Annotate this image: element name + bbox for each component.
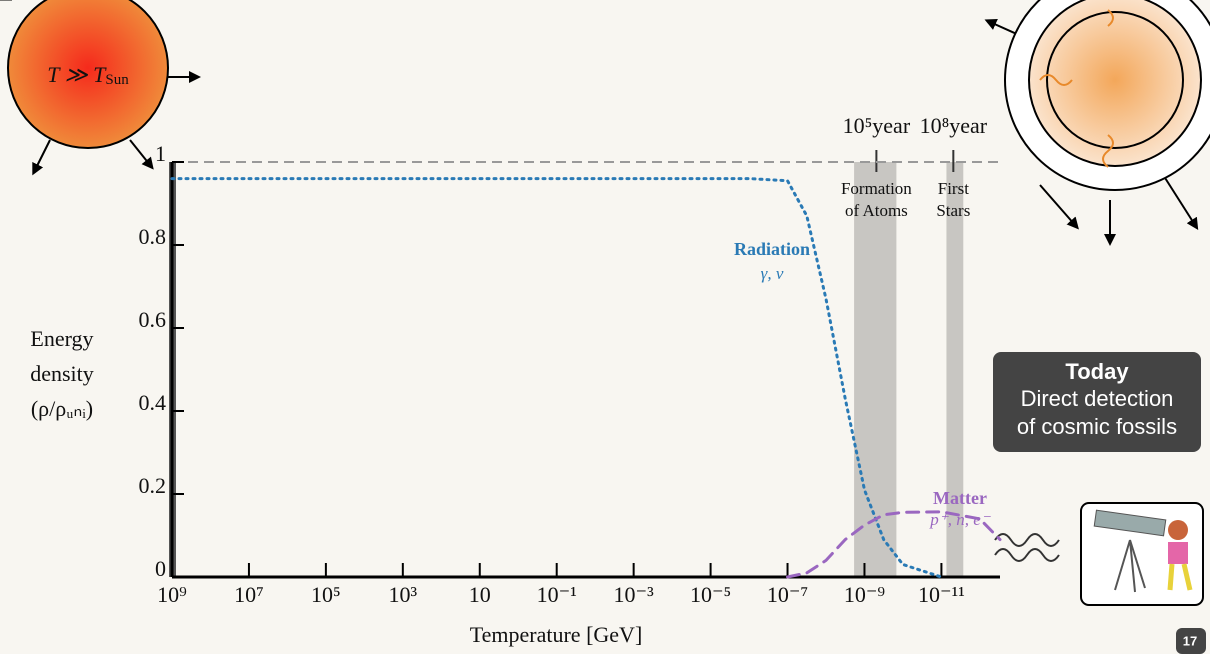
series-name: Radiation xyxy=(734,239,810,259)
x-axis-label: Temperature [GeV] xyxy=(470,622,643,647)
y-axis-label: (ρ/ρᵤₙᵢ) xyxy=(31,396,93,421)
era-time: 10⁸year xyxy=(920,113,988,138)
x-tick-label: 10⁻¹¹ xyxy=(918,582,965,607)
series-sublabel: p⁺, n, e⁻ xyxy=(929,510,992,529)
y-tick-label: 0 xyxy=(155,556,166,581)
era-time: 10⁵year xyxy=(843,113,911,138)
x-tick-label: 10⁻⁵ xyxy=(690,582,731,607)
today-line: Direct detection xyxy=(1021,386,1174,411)
today-line: of cosmic fossils xyxy=(1017,414,1177,439)
y-axis-label: density xyxy=(30,361,94,386)
x-tick-label: 10⁻⁹ xyxy=(844,582,886,607)
today-title: Today xyxy=(1065,359,1129,384)
y-tick-label: 0.4 xyxy=(139,390,167,415)
series-name: Matter xyxy=(933,488,987,508)
era-label: of Atoms xyxy=(845,201,908,220)
era-label: Formation xyxy=(841,179,912,198)
x-tick-label: 10⁻⁷ xyxy=(767,582,808,607)
x-tick-label: 10⁵ xyxy=(311,582,341,607)
y-tick-label: 1 xyxy=(155,141,166,166)
x-tick-label: 10 xyxy=(469,582,491,607)
era-band xyxy=(854,162,897,577)
x-tick-label: 10⁻¹ xyxy=(537,582,577,607)
y-tick-label: 0.2 xyxy=(139,473,167,498)
sun-label: T ≫ TSun xyxy=(47,62,129,88)
series-line xyxy=(170,177,943,579)
era-label: First xyxy=(938,179,969,198)
y-axis-label: Energy xyxy=(30,326,93,351)
x-tick-label: 10⁹ xyxy=(157,582,187,607)
y-tick-label: 0.8 xyxy=(139,224,167,249)
today-box: Today Direct detection of cosmic fossils xyxy=(993,352,1201,452)
x-tick-label: 10⁻³ xyxy=(614,582,655,607)
series-line xyxy=(786,510,1002,579)
series-sublabel: γ, ν xyxy=(761,264,784,283)
plot: 10⁵year Formation of Atoms 10⁸year First Star… xyxy=(30,113,1002,647)
page-badge xyxy=(1176,628,1206,654)
x-tick-label: 10⁷ xyxy=(234,582,264,607)
plasma-ball xyxy=(984,0,1210,246)
telescope-picture xyxy=(994,502,1204,606)
page-number: 17 xyxy=(1183,633,1197,648)
hot-sun: T ≫ TSun xyxy=(0,0,201,176)
era-band xyxy=(946,162,964,577)
x-tick-label: 10³ xyxy=(389,582,418,607)
era-label: Stars xyxy=(936,201,970,220)
y-tick-label: 0.6 xyxy=(139,307,167,332)
